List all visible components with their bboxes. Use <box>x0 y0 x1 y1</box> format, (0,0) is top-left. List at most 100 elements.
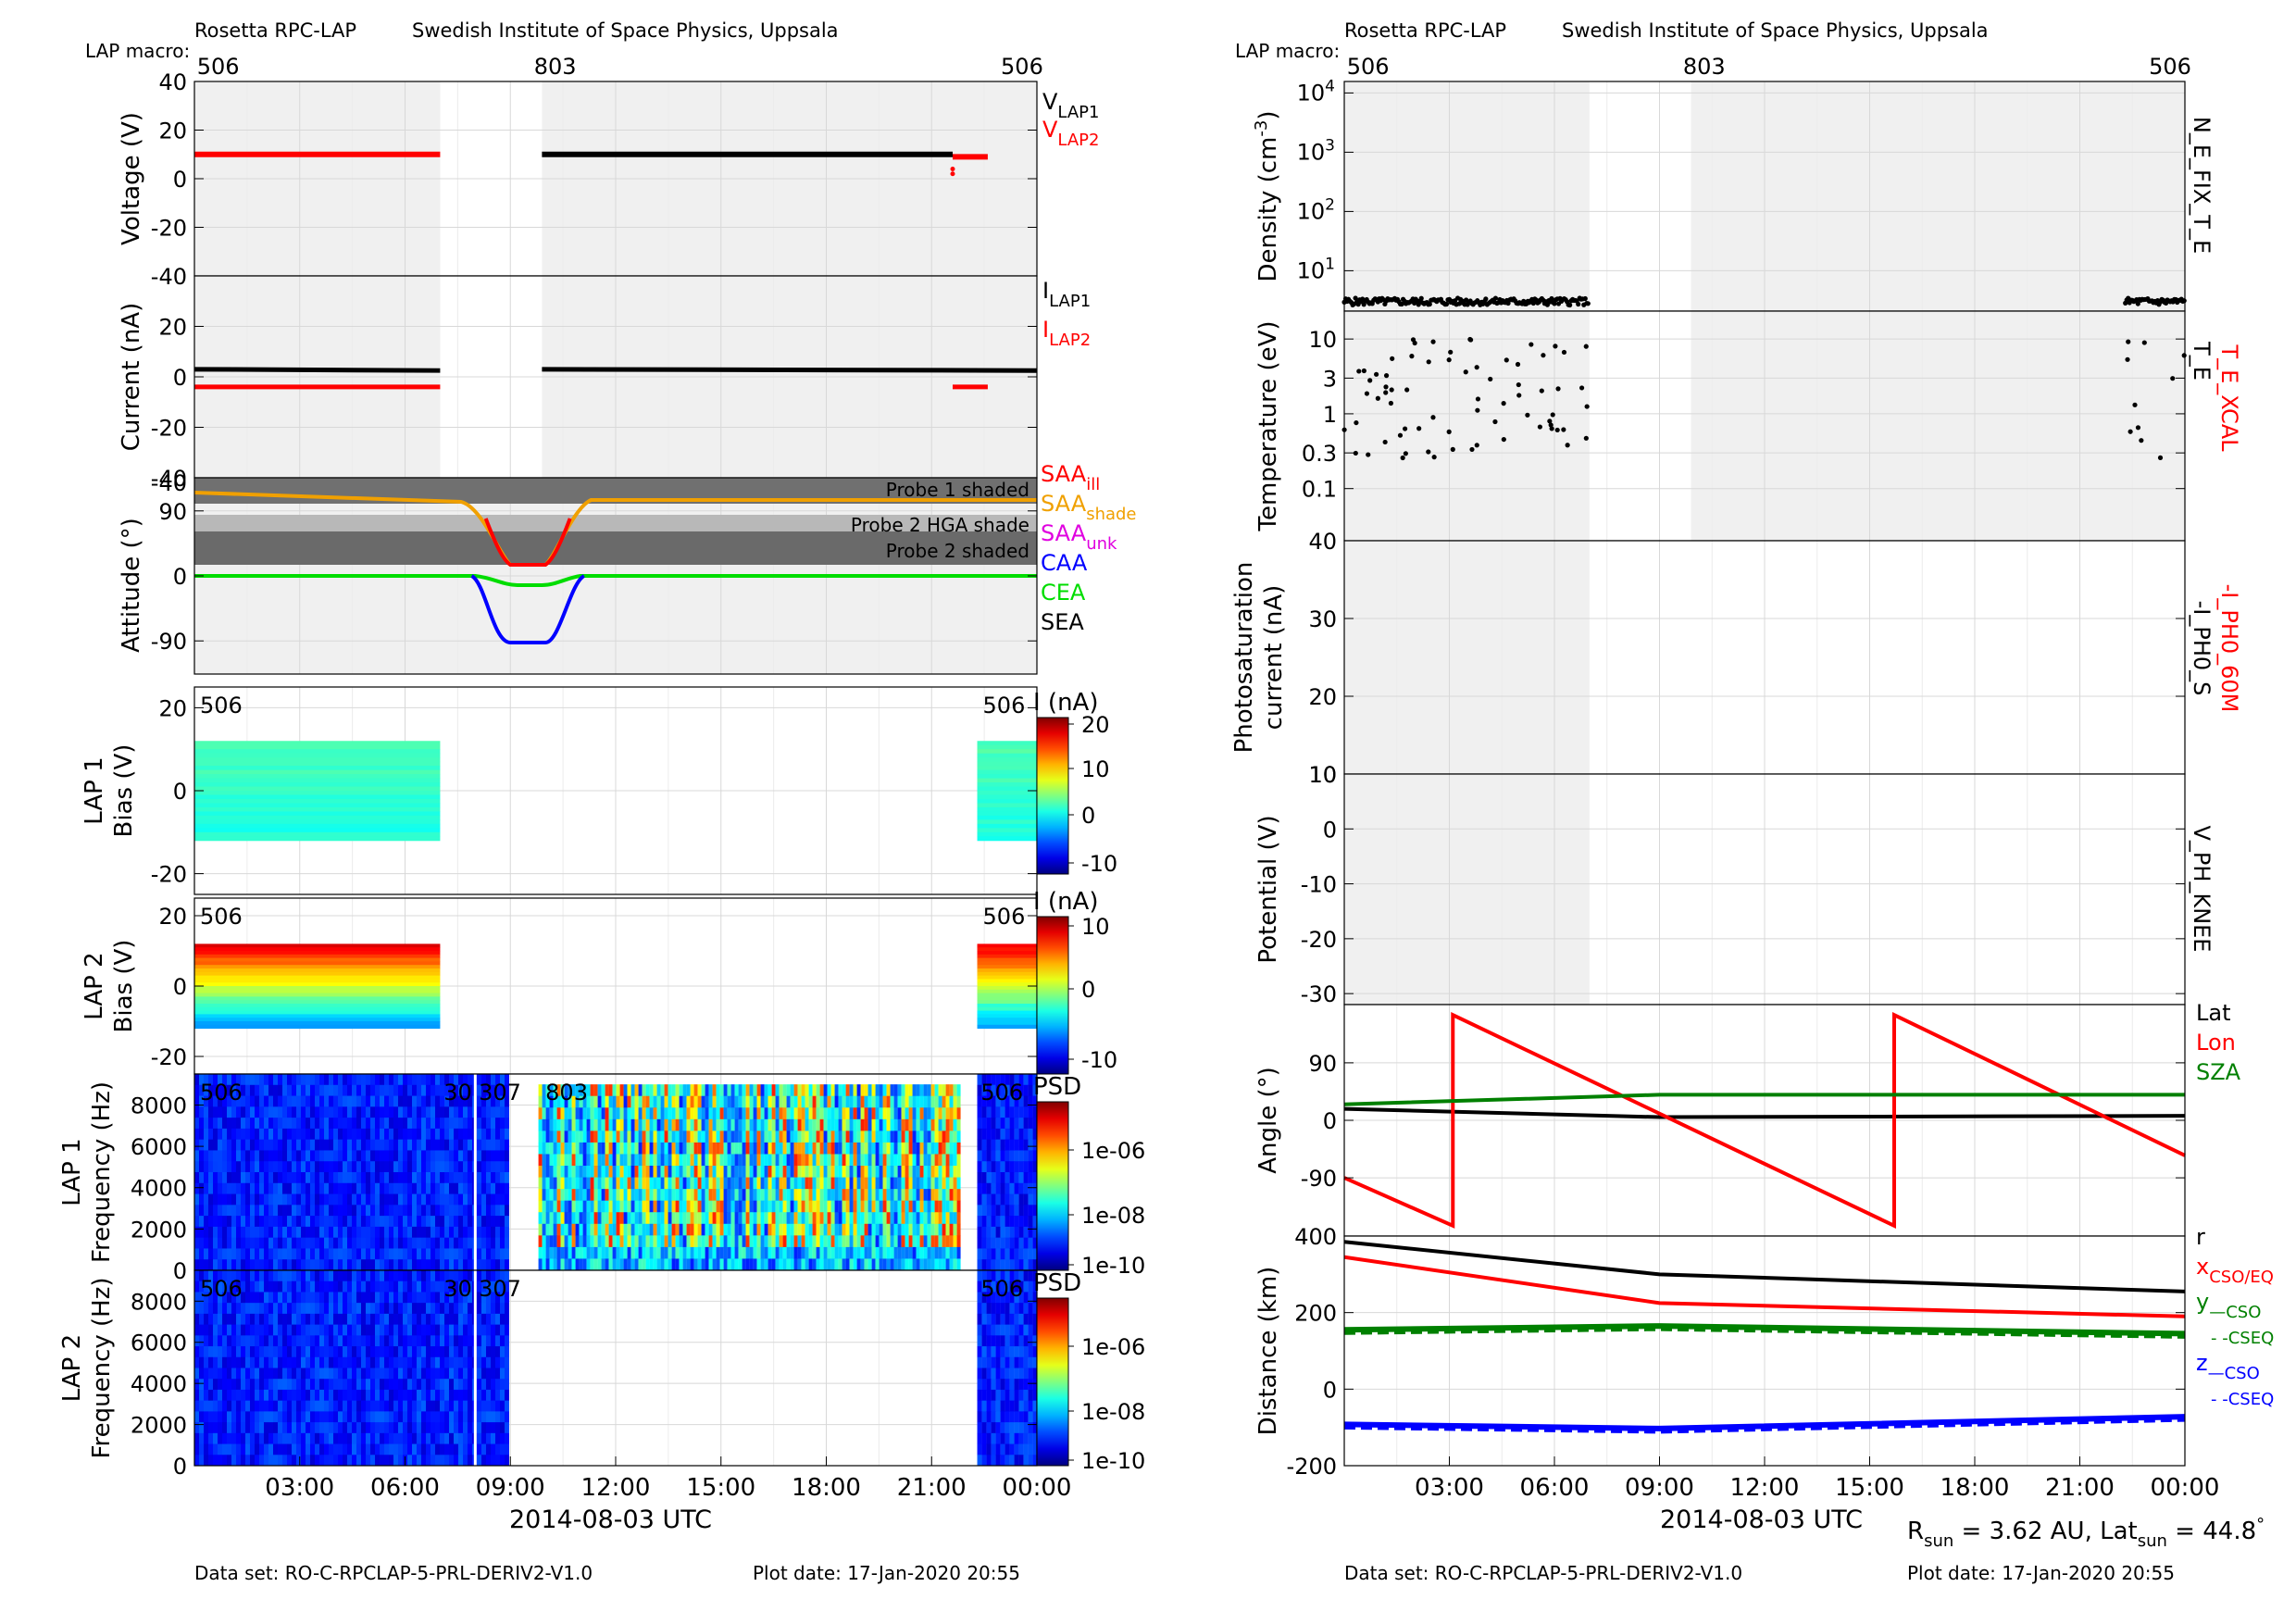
spec-cell <box>597 1189 602 1202</box>
spec-cell <box>912 1118 917 1131</box>
spec-cell <box>642 1200 646 1213</box>
spec-cell <box>481 1335 486 1347</box>
spec-cell <box>273 1095 278 1107</box>
spec-cell <box>213 1313 218 1326</box>
spec-cell <box>421 1084 426 1097</box>
spec-cell <box>194 1346 199 1358</box>
spec-cell <box>991 1150 996 1162</box>
spec-cell <box>981 1106 987 1118</box>
spec-cell <box>361 1106 366 1118</box>
spec-cell <box>194 1379 199 1391</box>
sweep-cell <box>977 979 1037 983</box>
spec-macro-label: 506 <box>980 1080 1023 1106</box>
spec-cell <box>981 1303 987 1315</box>
spec-cell <box>426 1139 430 1151</box>
spec-cell <box>393 1172 398 1184</box>
spec-cell <box>407 1216 412 1228</box>
spec-cell <box>782 1166 787 1179</box>
spec-cell <box>693 1177 698 1190</box>
spec-cell <box>440 1411 444 1423</box>
sweep-cell <box>977 1014 1037 1018</box>
spec-cell <box>986 1118 992 1130</box>
spec-cell <box>458 1346 463 1358</box>
spec-cell <box>407 1313 412 1326</box>
spec-cell <box>352 1139 356 1151</box>
spec-cell <box>333 1303 338 1315</box>
spec-cell <box>458 1182 463 1195</box>
spec-cell <box>853 1189 857 1202</box>
spec-cell <box>245 1356 250 1368</box>
spec-cell <box>231 1095 236 1107</box>
spec-cell <box>656 1107 661 1120</box>
spec-cell <box>213 1356 218 1368</box>
spec-cell <box>241 1248 245 1260</box>
spec-cell <box>995 1193 1001 1206</box>
spec-cell <box>608 1095 613 1108</box>
spec-cell <box>1009 1172 1015 1184</box>
spec-cell <box>712 1154 717 1167</box>
spec-cell <box>343 1182 347 1195</box>
spec-cell <box>347 1356 352 1368</box>
spec-cell <box>430 1389 435 1402</box>
spec-cell <box>608 1200 613 1213</box>
spec-cell <box>1014 1084 1019 1097</box>
spec-cell <box>871 1166 876 1179</box>
spec-cell <box>786 1142 791 1155</box>
spec-cell <box>682 1107 687 1120</box>
spec-cell <box>579 1223 583 1236</box>
sweep-ylabel-4: LAP 2 <box>81 952 108 1019</box>
spec-cell <box>986 1193 992 1206</box>
spec-cell <box>310 1074 315 1086</box>
spec-cell <box>830 1212 835 1225</box>
spec-cell <box>407 1270 412 1282</box>
spec-cell <box>231 1150 236 1162</box>
spec-cell <box>241 1216 245 1228</box>
spec-cell <box>571 1258 576 1271</box>
spec-cell <box>505 1205 509 1217</box>
spec-cell <box>222 1182 227 1195</box>
spec-cell <box>495 1411 500 1423</box>
spec-cell <box>245 1248 250 1260</box>
spec-cell <box>660 1107 665 1120</box>
spec-cell <box>370 1400 375 1412</box>
spec-cell <box>384 1259 389 1271</box>
spec-cell <box>500 1248 505 1260</box>
spec-cell <box>782 1084 787 1097</box>
spec-cell <box>398 1443 403 1455</box>
spec-cell <box>864 1095 868 1108</box>
spec-cell <box>375 1118 380 1130</box>
spec-cell <box>310 1455 315 1467</box>
spec-cell <box>199 1084 204 1097</box>
spec-cell <box>849 1118 854 1131</box>
spec-cell <box>560 1177 565 1190</box>
spec-cell <box>361 1205 366 1217</box>
spec-cell <box>278 1324 282 1336</box>
spec-cell <box>194 1324 199 1336</box>
spec-cell <box>690 1212 694 1225</box>
spec-cell <box>705 1084 709 1097</box>
spec-cell <box>1004 1084 1010 1097</box>
spec-cell <box>468 1237 472 1249</box>
spec-cell <box>440 1346 444 1358</box>
spec-cell <box>808 1166 813 1179</box>
spec-cell <box>875 1142 880 1155</box>
spec-cell <box>356 1205 361 1217</box>
spec-cell <box>426 1335 430 1347</box>
spec-cell <box>981 1280 987 1293</box>
spec-cell <box>930 1189 935 1202</box>
spec-cell <box>616 1189 620 1202</box>
spec-cell <box>495 1368 500 1380</box>
spec-cell <box>319 1118 324 1130</box>
spec-cell <box>245 1128 250 1141</box>
spec-cell <box>986 1346 992 1358</box>
spec-cell <box>730 1166 735 1179</box>
spec-cell <box>250 1455 255 1467</box>
spec-cell <box>893 1235 898 1248</box>
spec-cell <box>838 1166 842 1179</box>
spec-cell <box>278 1118 282 1130</box>
spec-cell <box>760 1095 765 1108</box>
spec-cell <box>893 1189 898 1202</box>
spec-cell <box>356 1182 361 1195</box>
spec-cell <box>719 1154 724 1167</box>
spec-cell <box>231 1259 236 1271</box>
